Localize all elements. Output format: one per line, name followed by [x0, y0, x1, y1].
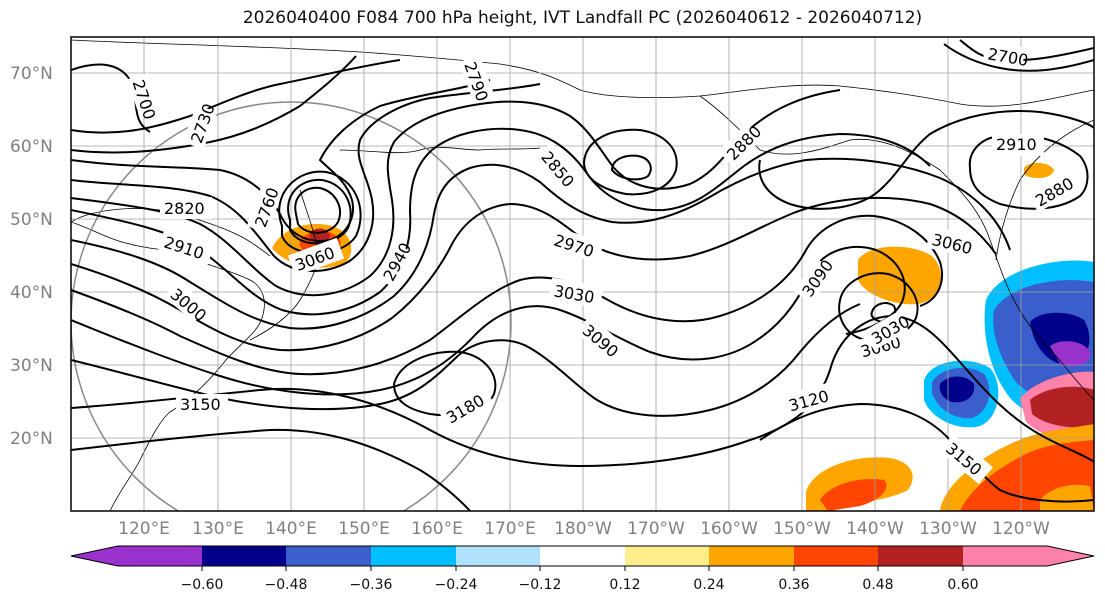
- lon-label: 180°W: [554, 519, 612, 539]
- colorbar-segment: [625, 546, 709, 566]
- colorbar-tick-label: 0.24: [693, 577, 724, 593]
- lon-label: 150°E: [338, 519, 390, 539]
- colorbar-tick-label: −0.24: [435, 577, 478, 593]
- ivt-patch-purple: [1050, 341, 1091, 367]
- contour-label: 2820: [164, 199, 205, 218]
- lon-label: 130°W: [919, 519, 977, 539]
- lon-label: 170°W: [627, 519, 685, 539]
- lon-label: 150°W: [773, 519, 831, 539]
- colorbar-segment: [963, 546, 1047, 566]
- colorbar-segment: [456, 546, 540, 566]
- lon-label: 120°W: [992, 519, 1050, 539]
- lon-label: 160°W: [700, 519, 758, 539]
- colorbar-tick-label: −0.12: [519, 577, 562, 593]
- colorbar-segment: [794, 546, 878, 566]
- coastlines: [71, 39, 1094, 511]
- colorbar-segment: [118, 546, 202, 566]
- lon-label: 140°W: [846, 519, 904, 539]
- lat-label: 20°N: [10, 429, 53, 449]
- latitude-labels: 70°N 60°N 50°N 40°N 30°N 20°N: [10, 64, 53, 449]
- radius-circle: [71, 101, 512, 511]
- map-title: 2026040400 F084 700 hPa height, IVT Land…: [242, 8, 923, 28]
- ivt-patch-pacific-orange: [858, 246, 941, 305]
- colorbar: −0.60 −0.48 −0.36 −0.24 −0.12 0.12 0.24 …: [70, 545, 1095, 593]
- ivt-patch-sw-orange-2: [1040, 484, 1094, 511]
- lat-label: 40°N: [10, 283, 53, 303]
- colorbar-tick-label: 0.60: [947, 577, 978, 593]
- map-frame: [70, 36, 1095, 512]
- colorbar-segment: [1047, 546, 1094, 566]
- lon-label: 130°E: [192, 519, 244, 539]
- colorbar-segment: [540, 546, 625, 566]
- lon-label: 140°E: [265, 519, 317, 539]
- ivt-patch-gulf-orange: [1024, 162, 1054, 179]
- lon-label: 120°E: [118, 519, 170, 539]
- lat-label: 50°N: [10, 210, 53, 230]
- colorbar-tick-label: −0.60: [181, 577, 224, 593]
- colorbar-segment: [202, 546, 286, 566]
- colorbar-segment: [878, 546, 963, 566]
- longitude-labels: 120°E 130°E 140°E 150°E 160°E 170°E 180°…: [118, 519, 1050, 539]
- lat-label: 30°N: [10, 356, 53, 376]
- colorbar-tick-label: −0.36: [350, 577, 393, 593]
- ivt-shading: [272, 162, 1094, 511]
- colorbar-tick-label: 0.36: [778, 577, 809, 593]
- contour-label: 2910: [996, 135, 1037, 154]
- colorbar-tick-label: 0.12: [609, 577, 640, 593]
- lon-label: 160°E: [411, 519, 463, 539]
- lon-label: 170°E: [484, 519, 536, 539]
- colorbar-segment: [371, 546, 456, 566]
- contour-label: 3150: [180, 395, 221, 414]
- ivt-patch-darkred-2: [1030, 386, 1094, 428]
- colorbar-tick-label: −0.48: [265, 577, 308, 593]
- colorbar-segment: [286, 546, 371, 566]
- colorbar-segment: [71, 546, 118, 566]
- ivt-patch-south-red: [820, 478, 887, 511]
- colorbar-segment: [709, 546, 794, 566]
- lat-label: 60°N: [10, 137, 53, 157]
- colorbar-tick-label: 0.48: [862, 577, 893, 593]
- lat-label: 70°N: [10, 64, 53, 84]
- colorbar-outline: [70, 545, 1095, 567]
